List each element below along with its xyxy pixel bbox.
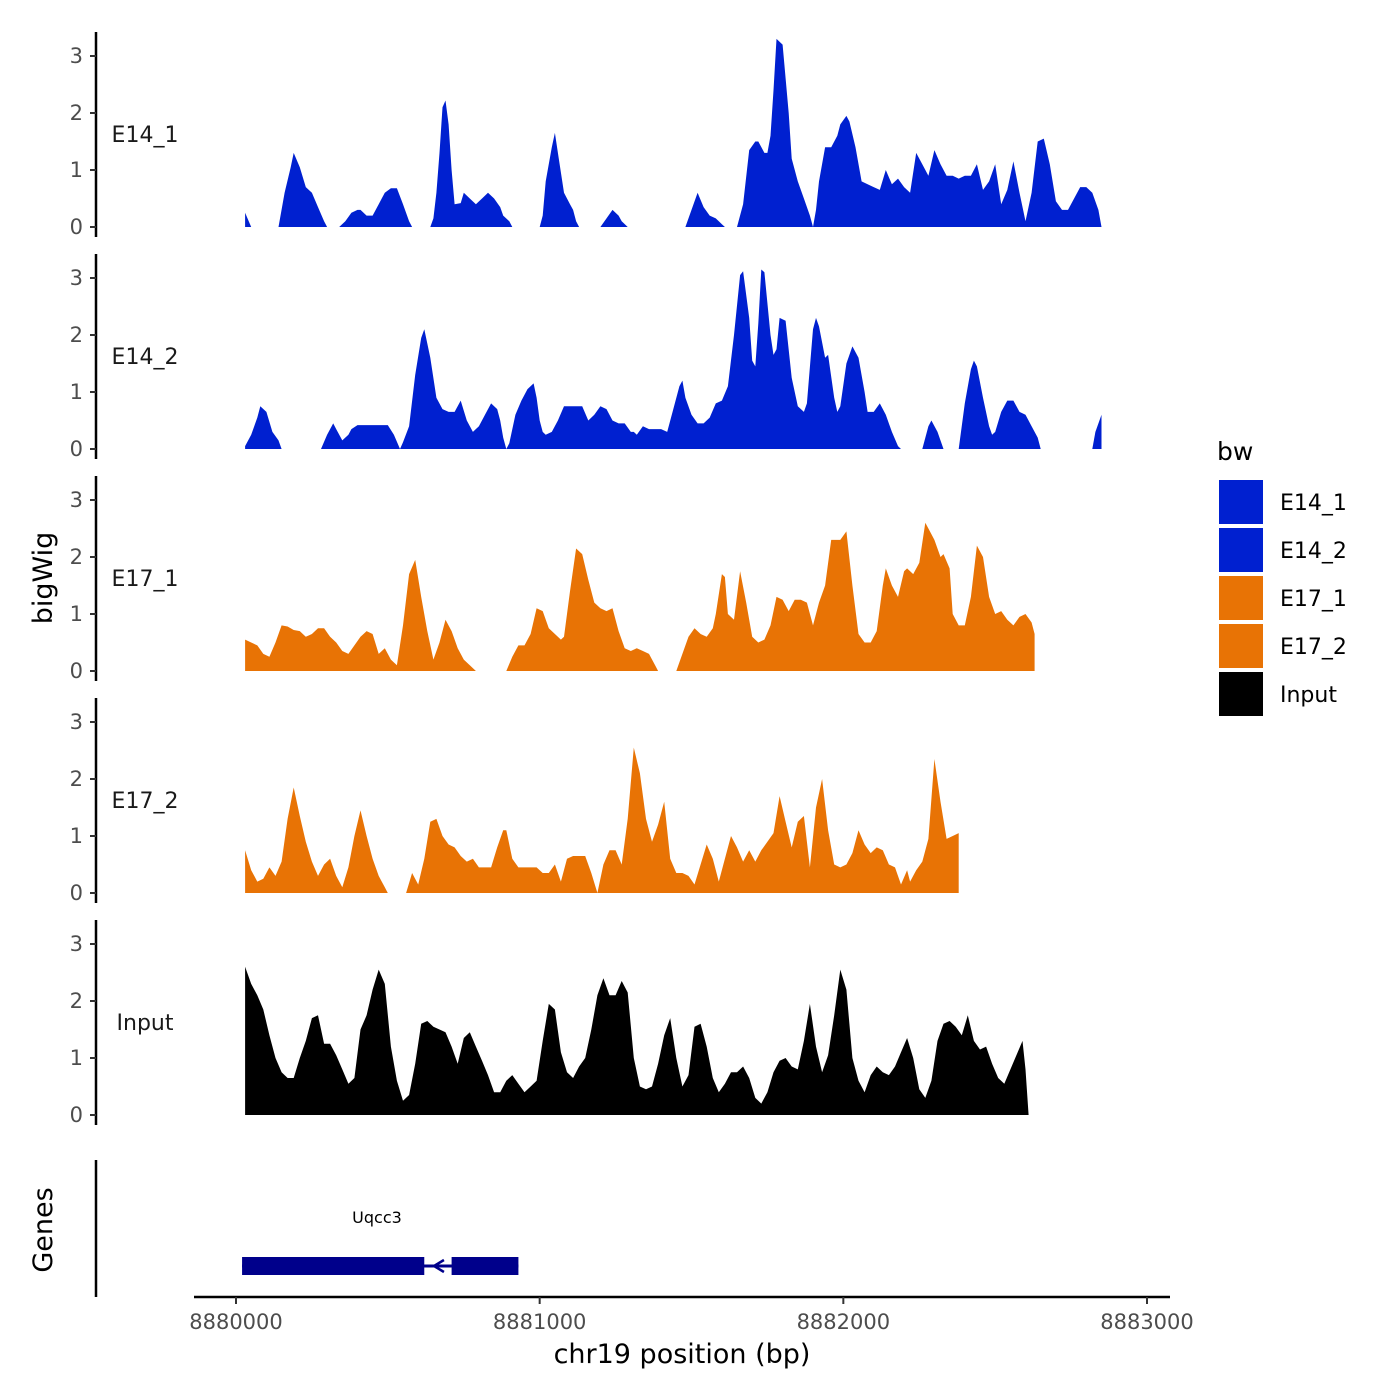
gene-models: Uqcc3 xyxy=(242,1208,519,1275)
y-tick-label: 0 xyxy=(70,881,83,905)
x-axis: 8880000 8881000 8882000 8883000 xyxy=(189,1295,1194,1334)
y-tick-label: 2 xyxy=(70,767,83,791)
genes-track: Genes Uqcc3 xyxy=(28,1160,519,1297)
signal-area xyxy=(1092,414,1102,449)
y-tick-label: 1 xyxy=(70,824,83,848)
signal-area xyxy=(278,152,328,227)
track-label: E14_1 xyxy=(112,123,179,148)
gene-Uqcc3: Uqcc3 xyxy=(242,1208,519,1275)
signal-area xyxy=(685,192,725,227)
legend-label: E17_2 xyxy=(1280,635,1347,660)
signal-area xyxy=(600,209,628,227)
x-tick-label: 8880000 xyxy=(189,1310,283,1334)
y-tick-label: 2 xyxy=(70,545,83,569)
y-tick-label: 3 xyxy=(70,488,83,512)
track-label: E14_2 xyxy=(112,345,179,370)
gene-label: Uqcc3 xyxy=(352,1208,402,1227)
y-tick-label: 0 xyxy=(70,1103,83,1127)
y-axis-title: bigWig xyxy=(28,532,59,625)
track-Input: 0 1 2 3 Input xyxy=(70,920,1029,1127)
y-tick-label: 3 xyxy=(70,266,83,290)
legend-swatch xyxy=(1219,672,1263,716)
legend-label: Input xyxy=(1280,683,1337,708)
y-tick-label: 3 xyxy=(70,710,83,734)
y-tick-label: 0 xyxy=(70,215,83,239)
signal-area xyxy=(430,100,513,227)
x-tick-label: 8883000 xyxy=(1100,1310,1194,1334)
signal-tracks: 0 1 2 3 E14_1 0 1 2 3 E14_2 0 1 2 3 E17_1 0 1 2 3 E17_2 0 1 2 3… xyxy=(70,32,1102,1127)
track-label: E17_1 xyxy=(112,567,179,592)
y-tick-label: 0 xyxy=(70,659,83,683)
strand-arrow-icon xyxy=(431,1258,445,1274)
signal-area xyxy=(539,132,580,227)
legend-swatch xyxy=(1219,528,1263,572)
signal-area xyxy=(922,420,944,449)
legend-label: E17_1 xyxy=(1280,587,1347,612)
y-tick-label: 3 xyxy=(70,44,83,68)
signal-area xyxy=(245,212,252,227)
legend: bw E14_1 E14_2 E17_1 E17_2 Input xyxy=(1217,437,1347,716)
track-label: Input xyxy=(117,1011,174,1036)
signal-area xyxy=(245,787,388,893)
x-axis-title: chr19 position (bp) xyxy=(554,1339,811,1370)
y-tick-label: 1 xyxy=(70,602,83,626)
signal-area xyxy=(339,188,413,227)
signal-area xyxy=(321,269,901,449)
signal-area xyxy=(406,747,959,893)
y-tick-label: 2 xyxy=(70,323,83,347)
y-tick-label: 2 xyxy=(70,101,83,125)
y-tick-label: 1 xyxy=(70,1046,83,1070)
gene-exon xyxy=(242,1257,425,1275)
track-E17_2: 0 1 2 3 E17_2 xyxy=(70,698,959,905)
legend-label: E14_1 xyxy=(1280,491,1347,516)
track-E14_1: 0 1 2 3 E14_1 xyxy=(70,32,1102,239)
genes-track-label: Genes xyxy=(28,1187,59,1272)
legend-title: bw xyxy=(1217,437,1253,466)
y-tick-label: 0 xyxy=(70,437,83,461)
gene-exon xyxy=(451,1257,519,1275)
x-tick-label: 8881000 xyxy=(493,1310,587,1334)
track-E17_1: 0 1 2 3 E17_1 xyxy=(70,476,1035,683)
signal-area xyxy=(245,966,1029,1115)
signal-area xyxy=(737,38,1102,228)
track-E14_2: 0 1 2 3 E14_2 xyxy=(70,254,1102,461)
y-tick-label: 2 xyxy=(70,989,83,1013)
legend-label: E14_2 xyxy=(1280,539,1347,564)
signal-area xyxy=(676,522,1035,671)
track-label: E17_2 xyxy=(112,789,179,814)
x-tick-label: 8882000 xyxy=(797,1310,891,1334)
legend-swatch xyxy=(1219,576,1263,620)
y-tick-label: 3 xyxy=(70,932,83,956)
signal-area xyxy=(245,406,282,449)
signal-area xyxy=(958,360,1041,449)
signal-area xyxy=(245,559,476,671)
y-tick-label: 1 xyxy=(70,380,83,404)
signal-area xyxy=(506,548,659,671)
legend-swatch xyxy=(1219,480,1263,524)
legend-swatch xyxy=(1219,624,1263,668)
y-tick-label: 1 xyxy=(70,158,83,182)
